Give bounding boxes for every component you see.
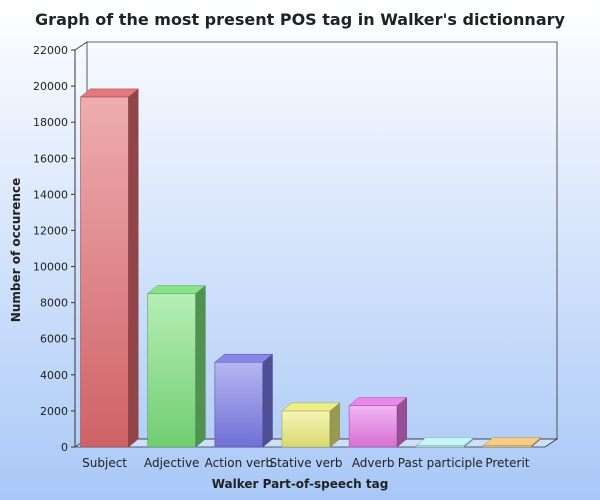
bar-top (147, 285, 207, 294)
x-tick-label: Past participle (398, 456, 483, 470)
y-tick-label: 20000 (33, 80, 68, 93)
x-axis-title: Walker Part-of-speech tag (212, 477, 389, 491)
y-tick-label: 18000 (33, 116, 68, 129)
bar-top (348, 397, 408, 406)
bar-front (147, 293, 197, 448)
y-tick-label: 14000 (33, 188, 68, 201)
bar (214, 353, 274, 448)
y-tick-label: 4000 (40, 369, 68, 382)
y-tick-label: 12000 (33, 224, 68, 237)
bar-side (128, 88, 139, 448)
y-axis-title: Number of occurence (9, 178, 23, 322)
bar-top (214, 353, 274, 363)
bar-front (281, 410, 331, 448)
bar-top (281, 402, 341, 412)
chart-title: Graph of the most present POS tag in Wal… (35, 10, 565, 29)
bar (348, 396, 408, 448)
bar-front (214, 361, 264, 448)
plot-top-edge (74, 41, 88, 51)
bar (281, 402, 341, 448)
bar-top (415, 437, 475, 446)
y-tick-label: 16000 (33, 152, 68, 165)
bar-front (348, 405, 398, 448)
bar (147, 285, 207, 448)
y-tick-label: 10000 (33, 261, 68, 274)
y-tick-label: 6000 (40, 333, 68, 346)
bar-top (79, 88, 139, 98)
x-tick-label: Subject (82, 456, 127, 470)
x-tick-label: Adjective (144, 456, 199, 470)
y-tick-label: 0 (61, 441, 68, 454)
x-tick-label: Preterit (485, 456, 529, 470)
bar-side (195, 285, 206, 448)
x-tick-label: Stative verb (269, 456, 342, 470)
y-axis-ticks: 0 2000 4000 6000 8000 10000 12000 14000 16000 180… (33, 44, 75, 454)
bar-top (482, 437, 542, 446)
bar-side (262, 353, 273, 448)
y-tick-label: 2000 (40, 405, 68, 418)
x-tick-label: Action verb (205, 456, 273, 470)
bars (79, 88, 542, 448)
bar (415, 436, 475, 448)
bar (79, 88, 139, 448)
y-tick-label: 22000 (33, 44, 68, 57)
bar (482, 436, 542, 448)
bar-front (80, 96, 129, 448)
y-tick-label: 8000 (40, 297, 68, 310)
bar-side (396, 396, 407, 448)
x-tick-label: Adverb (352, 456, 395, 470)
